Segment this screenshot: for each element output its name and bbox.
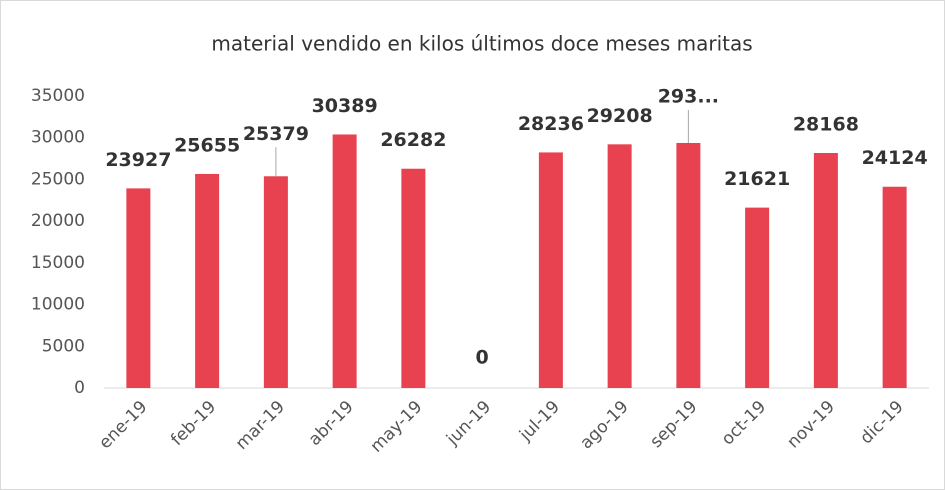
bar [607, 144, 632, 388]
y-tick-label: 0 [74, 378, 85, 398]
bar [882, 186, 907, 388]
y-tick-label: 35000 [31, 86, 85, 106]
bar [676, 142, 701, 388]
data-label: 25379 [243, 123, 309, 145]
bar [263, 176, 288, 388]
data-label: 28168 [793, 113, 859, 135]
data-label: 28236 [518, 113, 584, 135]
data-label: 30389 [312, 95, 378, 117]
bar [195, 173, 220, 388]
data-label: 293... [658, 85, 719, 107]
bar [813, 152, 838, 388]
data-label: 24124 [862, 147, 928, 169]
bar [745, 207, 770, 388]
data-label: 25655 [174, 134, 240, 156]
bar [401, 168, 426, 388]
y-tick-label: 10000 [31, 295, 85, 315]
y-tick-label: 5000 [42, 336, 85, 356]
data-label: 21621 [724, 168, 790, 190]
y-tick-label: 30000 [31, 128, 85, 148]
y-tick-label: 20000 [31, 211, 85, 231]
data-label: 26282 [380, 129, 446, 151]
bar [538, 152, 563, 388]
data-label: 29208 [587, 105, 653, 127]
data-label: 23927 [105, 149, 171, 171]
data-label: 0 [476, 347, 489, 369]
chart-title: material vendido en kilos últimos doce m… [211, 32, 752, 56]
bar [126, 188, 151, 388]
bar [332, 134, 357, 388]
y-tick-label: 25000 [31, 169, 85, 189]
y-tick-label: 15000 [31, 253, 85, 273]
